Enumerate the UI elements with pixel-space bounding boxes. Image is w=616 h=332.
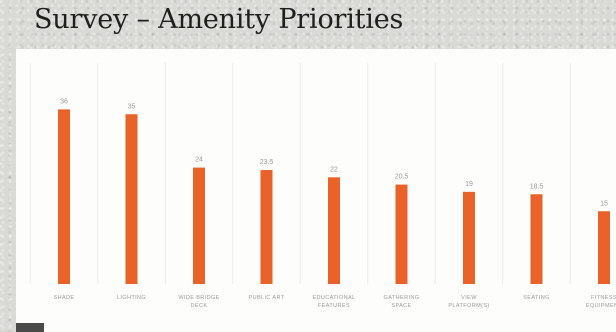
bar	[395, 184, 408, 284]
grid-lines	[29, 63, 571, 284]
bar	[193, 167, 205, 284]
value-label: 19	[465, 181, 473, 188]
value-label: 35	[128, 103, 136, 110]
bar	[463, 191, 475, 284]
category-label: SEATING	[523, 295, 550, 301]
value-label: 22	[330, 166, 338, 173]
category-label: SHADE	[54, 295, 75, 301]
category-label: LIGHTING	[117, 295, 146, 301]
category-label: WIDE BRIDGE DECK	[178, 295, 219, 309]
value-label: 18.5	[530, 183, 544, 190]
bar	[58, 109, 70, 285]
chart-panel: 36 35 24 23.5 22 20.5 19 18.5 15 SHADE LIGHTING WI…	[16, 49, 616, 332]
value-label: 15	[600, 200, 608, 207]
corner-tab	[16, 323, 44, 332]
bar	[260, 170, 273, 284]
value-label: 36	[60, 98, 68, 105]
value-labels: 36 35 24 23.5 22 20.5 19 18.5 15	[60, 98, 608, 207]
category-label: PUBLIC ART	[249, 295, 285, 301]
category-label: VIEW PLATFORM(S)	[448, 295, 489, 309]
category-label: EDUCATIONAL FEATURES	[312, 295, 355, 309]
bars	[58, 109, 610, 285]
value-label: 20.5	[395, 174, 409, 181]
value-label: 24	[195, 157, 203, 164]
bar	[530, 194, 543, 284]
bar	[125, 114, 138, 284]
category-labels: SHADE LIGHTING WIDE BRIDGE DECK PUBLIC ART ED…	[54, 295, 616, 309]
value-label: 23.5	[260, 159, 274, 166]
category-label: FITNESSEQUIPMENT	[586, 295, 616, 309]
category-label: GATHERING SPACE	[384, 295, 420, 309]
chart-title: Survey – Amenity Priorities	[34, 4, 404, 35]
bar-chart: 36 35 24 23.5 22 20.5 19 18.5 15 SHADE LIGHTING WI…	[29, 63, 616, 309]
bar	[328, 177, 340, 284]
bar	[598, 211, 610, 284]
